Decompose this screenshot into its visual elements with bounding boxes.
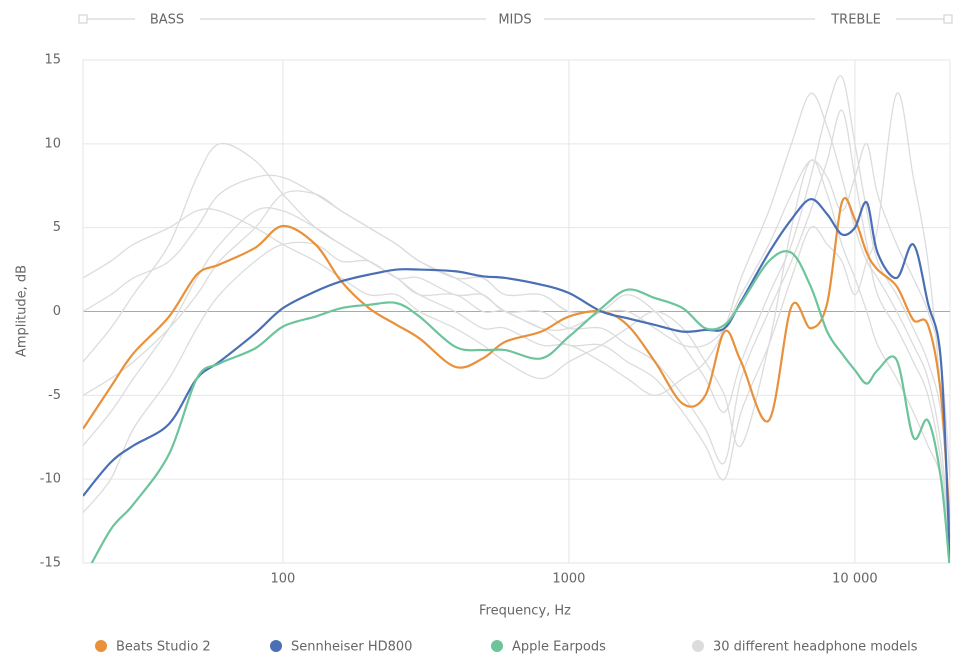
- y-tick-label: 10: [44, 136, 61, 151]
- y-tick-label: 0: [53, 304, 61, 319]
- legend-label: Apple Earpods: [512, 640, 606, 655]
- legend-swatch: [692, 640, 704, 652]
- band-header: [78, 14, 953, 24]
- series-line: [83, 198, 950, 563]
- plot-area: [83, 75, 950, 563]
- y-tick-label: 5: [53, 220, 61, 235]
- x-tick-label: 100: [270, 572, 295, 587]
- band-label: BASS: [150, 13, 184, 28]
- legend: Beats Studio 2 Sennheiser HD800 Apple Earp…: [95, 640, 918, 655]
- x-tick-label: 1000: [552, 572, 585, 587]
- series-line: [90, 250, 950, 563]
- band-label: TREBLE: [830, 13, 881, 28]
- y-axis-label: Amplitude, dB: [15, 265, 30, 357]
- background-line: [83, 92, 950, 547]
- legend-swatch: [491, 640, 503, 652]
- y-tick-label: -5: [48, 388, 61, 403]
- y-tick-label: 15: [44, 53, 61, 68]
- background-line: [83, 109, 950, 547]
- band-label: MIDS: [498, 13, 531, 28]
- y-tick-label: -10: [40, 472, 61, 487]
- series-line: [83, 196, 950, 530]
- x-axis-label: Frequency, Hz: [479, 604, 571, 619]
- x-tick-label: 10 000: [832, 572, 878, 587]
- y-tick-label: -15: [40, 556, 61, 571]
- background-line: [83, 92, 950, 530]
- legend-label: Sennheiser HD800: [291, 640, 412, 655]
- legend-label: Beats Studio 2: [116, 640, 211, 655]
- background-line: [83, 143, 950, 480]
- legend-swatch: [270, 640, 282, 652]
- background-line: [83, 159, 950, 563]
- legend-swatch: [95, 640, 107, 652]
- legend-label: 30 different headphone models: [713, 640, 918, 655]
- background-line: [83, 75, 950, 513]
